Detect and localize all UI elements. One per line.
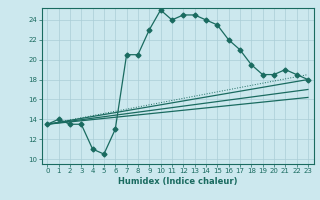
X-axis label: Humidex (Indice chaleur): Humidex (Indice chaleur) [118,177,237,186]
